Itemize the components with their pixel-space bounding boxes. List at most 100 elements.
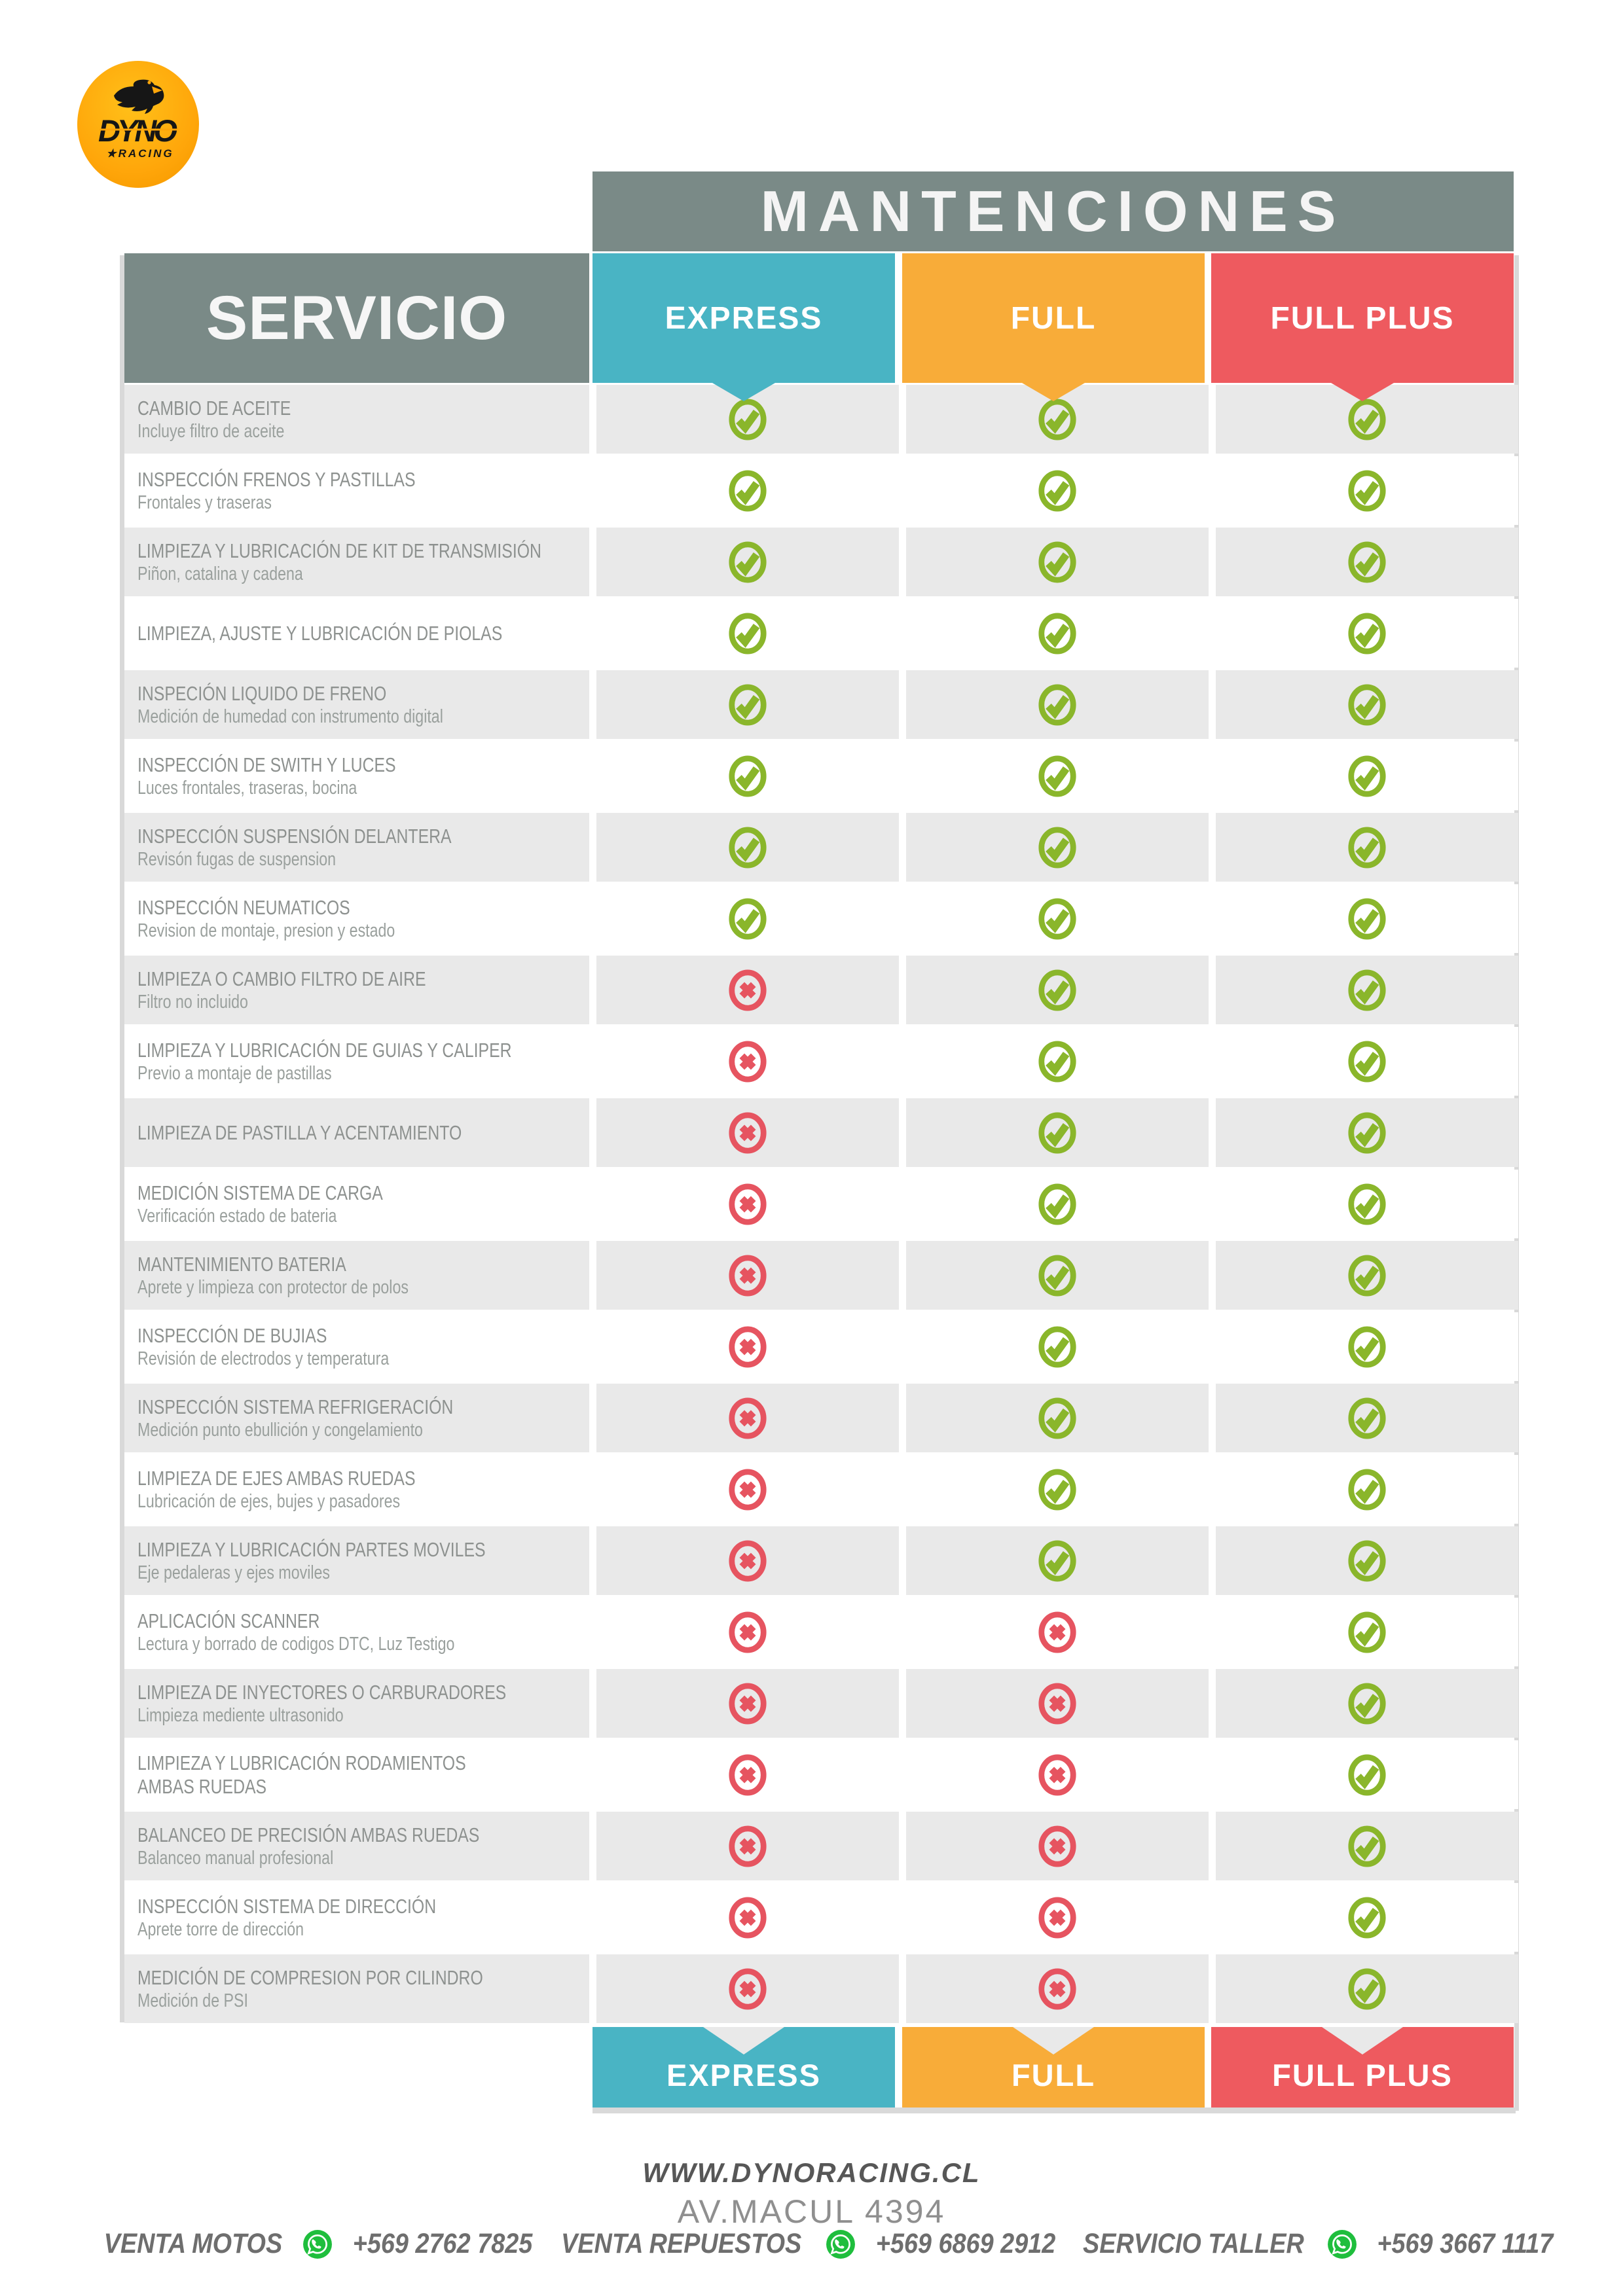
contact-venta-repuestos: VENTA REPUESTOS +569 6869 2912 xyxy=(545,2228,1068,2260)
cross-icon xyxy=(1037,1967,1078,2011)
cross-icon xyxy=(727,1681,768,1726)
full-mark-cell xyxy=(906,670,1209,739)
check-icon xyxy=(727,469,768,513)
table-left-shadow xyxy=(120,255,124,2022)
cross-icon xyxy=(727,1824,768,1869)
check-icon xyxy=(1037,1539,1078,1583)
fullplus-mark-cell xyxy=(1216,956,1518,1024)
service-title: LIMPIEZA O CAMBIO FILTRO DE AIRE xyxy=(137,967,426,990)
express-mark-cell xyxy=(596,1384,899,1452)
servicio-header-label: SERVICIO xyxy=(206,283,508,353)
footer-box-full-label: FULL xyxy=(1011,2058,1096,2092)
footer-box-full: FULL xyxy=(902,2027,1205,2108)
service-cell: INSPECCIÓN NEUMATICOS Revision de montaj… xyxy=(124,884,589,953)
full-mark-cell xyxy=(906,1740,1209,1809)
fullplus-mark-cell xyxy=(1216,1170,1518,1238)
full-mark-cell xyxy=(906,1098,1209,1167)
fullplus-mark-cell xyxy=(1216,385,1518,454)
column-header-full-label: FULL xyxy=(1010,300,1097,336)
table-row: INSPECIÓN LIQUIDO DE FRENO Medición de h… xyxy=(124,670,1519,739)
check-icon xyxy=(1347,1039,1387,1084)
service-subtitle: Limpieza mediente ultrasonido xyxy=(137,1704,344,1726)
check-icon xyxy=(727,825,768,870)
service-subtitle: Balanceo manual profesional xyxy=(137,1847,334,1869)
service-title: LIMPIEZA DE INYECTORES O CARBURADORES xyxy=(137,1680,507,1704)
service-cell: INSPECCIÓN FRENOS Y PASTILLAS Frontales … xyxy=(124,456,589,525)
cross-icon xyxy=(727,1539,768,1583)
service-title-line2: AMBAS RUEDAS xyxy=(137,1774,267,1798)
cross-icon xyxy=(727,1253,768,1298)
cross-icon xyxy=(1037,1753,1078,1797)
fullplus-mark-cell xyxy=(1216,1598,1518,1666)
service-cell: LIMPIEZA O CAMBIO FILTRO DE AIRE Filtro … xyxy=(124,956,589,1024)
service-cell: MEDICIÓN DE COMPRESION POR CILINDRO Medi… xyxy=(124,1954,589,2023)
table-row: LIMPIEZA O CAMBIO FILTRO DE AIRE Filtro … xyxy=(124,956,1519,1024)
full-mark-cell xyxy=(906,1312,1209,1381)
check-icon xyxy=(1347,1325,1387,1369)
table-row: MANTENIMIENTO BATERIA Aprete y limpieza … xyxy=(124,1241,1519,1310)
service-cell: INSPECCIÓN SUSPENSIÓN DELANTERA Revisón … xyxy=(124,813,589,882)
cross-icon xyxy=(727,1753,768,1797)
service-cell: LIMPIEZA DE INYECTORES O CARBURADORES Li… xyxy=(124,1669,589,1738)
table-row: MEDICIÓN DE COMPRESION POR CILINDRO Medi… xyxy=(124,1954,1519,2023)
table-bottom-shadow xyxy=(593,2108,1516,2113)
service-title: LIMPIEZA Y LUBRICACIÓN DE GUIAS Y CALIPE… xyxy=(137,1038,512,1062)
full-mark-cell xyxy=(906,1598,1209,1666)
website: WWW.DYNORACING.CL xyxy=(642,2157,981,2188)
service-subtitle: Aprete torre de dirección xyxy=(137,1918,304,1940)
fullplus-mark-cell xyxy=(1216,813,1518,882)
express-mark-cell xyxy=(596,1241,899,1310)
check-icon xyxy=(727,397,768,442)
service-title: LIMPIEZA Y LUBRICACIÓN PARTES MOVILES xyxy=(137,1537,486,1561)
table-row: CAMBIO DE ACEITE Incluye filtro de aceit… xyxy=(124,385,1519,454)
check-icon xyxy=(1037,1182,1078,1227)
check-icon xyxy=(1347,1253,1387,1298)
express-mark-cell xyxy=(596,1526,899,1595)
service-title: LIMPIEZA Y LUBRICACIÓN RODAMIENTOS xyxy=(137,1751,466,1774)
check-icon xyxy=(1037,1467,1078,1512)
service-subtitle: Frontales y traseras xyxy=(137,492,272,513)
express-mark-cell xyxy=(596,1883,899,1952)
contact-venta-motos: VENTA MOTOS +569 2762 7825 xyxy=(92,2228,545,2260)
service-subtitle: Piñon, catalina y cadena xyxy=(137,563,303,584)
service-title: INSPECCIÓN DE SWITH Y LUCES xyxy=(137,753,396,776)
service-subtitle: Revisón fugas de suspension xyxy=(137,848,337,870)
service-subtitle: Filtro no incluido xyxy=(137,991,248,1013)
check-icon xyxy=(1347,1610,1387,1655)
logo-sub-text: ★RACING xyxy=(106,147,173,160)
full-mark-cell xyxy=(906,1455,1209,1524)
service-subtitle: Revision de montaje, presion y estado xyxy=(137,920,395,941)
table-row: LIMPIEZA Y LUBRICACIÓN DE GUIAS Y CALIPE… xyxy=(124,1027,1519,1096)
table-row: LIMPIEZA Y LUBRICACIÓN PARTES MOVILES Ej… xyxy=(124,1526,1519,1595)
fullplus-mark-cell xyxy=(1216,1098,1518,1167)
table-row: LIMPIEZA DE EJES AMBAS RUEDAS Lubricació… xyxy=(124,1455,1519,1524)
check-icon xyxy=(1037,469,1078,513)
service-title: INSPECCIÓN SISTEMA DE DIRECCIÓN xyxy=(137,1894,437,1918)
cross-icon xyxy=(1037,1681,1078,1726)
cross-icon xyxy=(1037,1610,1078,1655)
full-mark-cell xyxy=(906,1883,1209,1952)
check-icon xyxy=(1347,397,1387,442)
express-mark-cell xyxy=(596,1812,899,1880)
cross-icon xyxy=(727,968,768,1013)
full-mark-cell xyxy=(906,1170,1209,1238)
service-title: MEDICIÓN SISTEMA DE CARGA xyxy=(137,1181,383,1204)
column-header-full: FULL xyxy=(902,253,1205,383)
service-title: LIMPIEZA Y LUBRICACIÓN DE KIT DE TRANSMI… xyxy=(137,539,541,562)
check-icon xyxy=(1347,540,1387,584)
service-cell: INSPECCIÓN SISTEMA DE DIRECCIÓN Aprete t… xyxy=(124,1883,589,1952)
service-title: MANTENIMIENTO BATERIA xyxy=(137,1252,346,1276)
service-cell: INSPECCIÓN DE SWITH Y LUCES Luces fronta… xyxy=(124,742,589,810)
check-icon xyxy=(1037,611,1078,656)
check-icon xyxy=(1347,1111,1387,1155)
fullplus-mark-cell xyxy=(1216,1669,1518,1738)
contact-label: VENTA MOTOS xyxy=(103,2228,283,2259)
full-mark-cell xyxy=(906,956,1209,1024)
fullplus-mark-cell xyxy=(1216,1241,1518,1310)
service-title: INSPECCIÓN NEUMATICOS xyxy=(137,895,350,919)
check-icon xyxy=(1037,1396,1078,1441)
fullplus-mark-cell xyxy=(1216,1526,1518,1595)
service-title: INSPECCIÓN FRENOS Y PASTILLAS xyxy=(137,467,416,491)
cross-icon xyxy=(727,1467,768,1512)
contact-phone: +569 6869 2912 xyxy=(875,2228,1056,2259)
